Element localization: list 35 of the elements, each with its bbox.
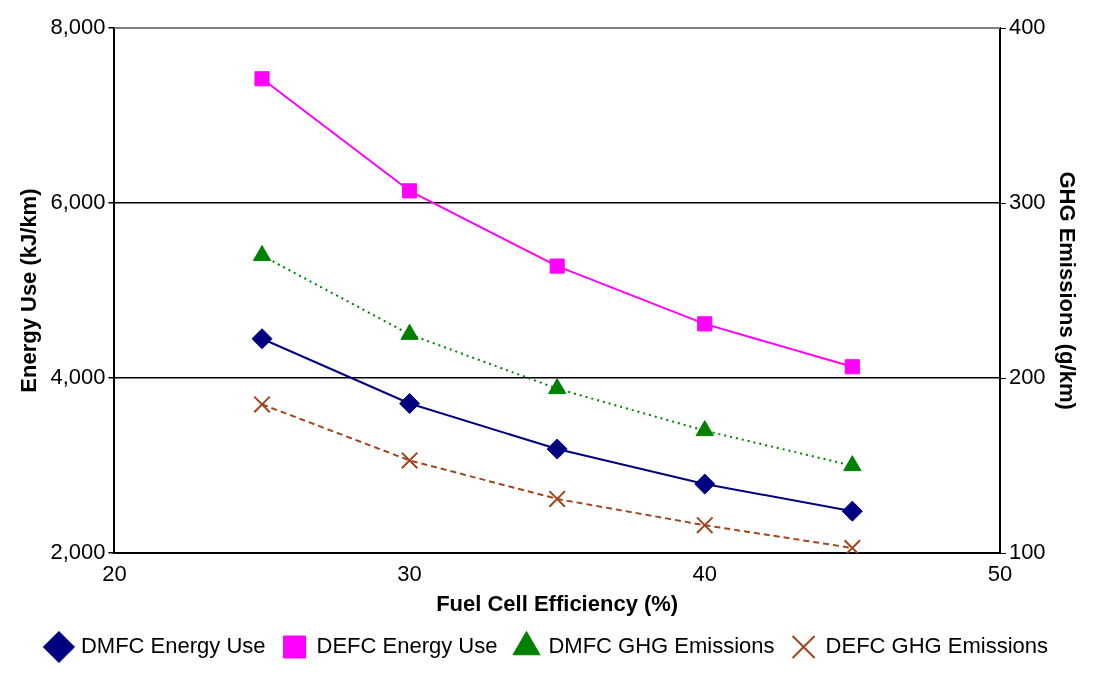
legend-label: DEFC GHG Emissions [825, 633, 1049, 659]
point [251, 328, 273, 350]
legend-label: DEFC Energy Use [316, 633, 498, 659]
point [697, 316, 713, 332]
y2-tick-label: 200 [1008, 364, 1046, 390]
point [402, 183, 418, 199]
y-axis-title: Energy Use (kJ/km) [16, 188, 42, 393]
y-tick-label: 4,000 [50, 364, 106, 390]
point [254, 71, 270, 87]
point [549, 258, 565, 274]
point [252, 245, 272, 262]
point [843, 539, 862, 554]
point [546, 438, 568, 460]
x-tick-label: 30 [397, 561, 422, 587]
point [548, 378, 567, 395]
y2-tick-label: 400 [1008, 14, 1046, 40]
point [548, 490, 566, 508]
x-axis-title: Fuel Cell Efficiency (%) [436, 590, 679, 616]
point [694, 473, 716, 495]
point [844, 359, 860, 375]
point [695, 516, 714, 534]
y2-tick-label: 300 [1008, 189, 1046, 215]
point [841, 500, 863, 522]
point [400, 451, 419, 470]
legend-label: DMFC GHG Emissions [548, 633, 775, 659]
point [843, 455, 862, 472]
y2-axis-title: GHG Emissions (g/km) [1054, 171, 1080, 410]
y-tick-label: 6,000 [50, 189, 106, 215]
point [253, 395, 271, 414]
y-tick-label: 8,000 [50, 14, 106, 40]
point [400, 323, 419, 340]
point [399, 393, 421, 415]
x-tick-label: 40 [692, 561, 717, 587]
legend-label: DMFC Energy Use [80, 633, 266, 659]
point [695, 420, 714, 437]
